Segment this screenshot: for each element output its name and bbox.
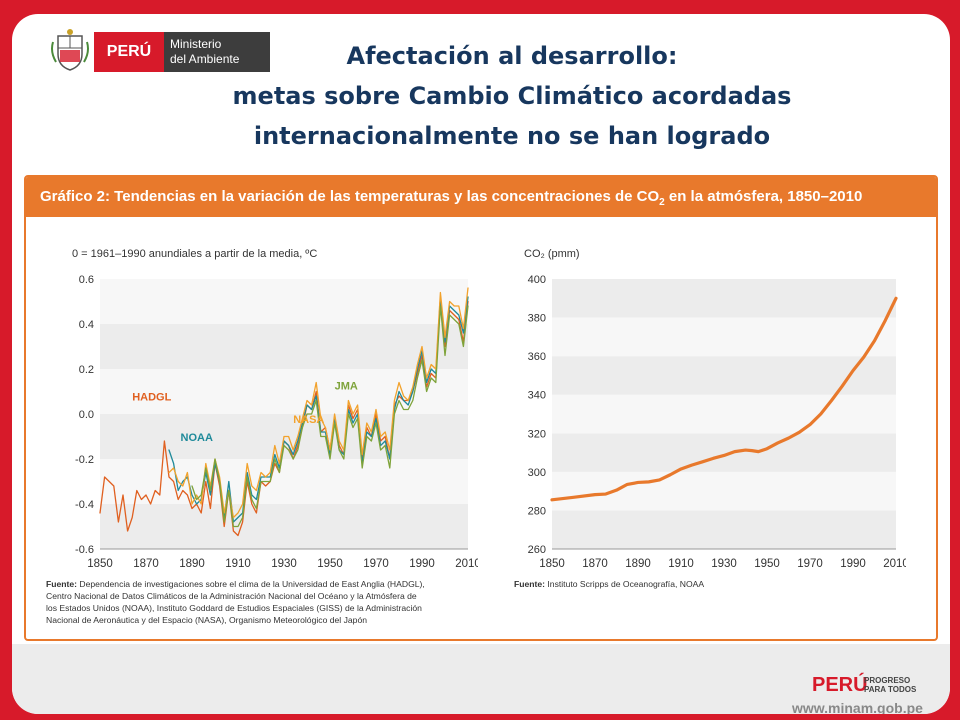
slide-title-line-2: metas sobre Cambio Climático acordadas (232, 82, 792, 110)
slide-title: Afectación al desarrollo: metas sobre Ca… (192, 36, 832, 156)
co2-x-tick-label: 1930 (711, 558, 737, 570)
logo-ministry-line-1: Ministerio (170, 37, 222, 51)
co2-y-tick-label: 400 (528, 274, 546, 286)
co2-series-co2 (550, 296, 898, 502)
temperature-y-tick-label: 0.2 (79, 364, 94, 376)
co2-x-tick-label: 1950 (754, 558, 780, 570)
temperature-source-label: Fuente: (46, 579, 78, 589)
co2-source-line-1: Instituto Scripps de Oceanografía, NOAA (547, 579, 705, 589)
temperature-annotation-noaa: NOAA (181, 432, 213, 444)
footer-brand-peru: PERÚ (812, 674, 868, 696)
co2-chart: CO₂ (pmm) 260 280 300 320 340 360 380 400 1850 187… (524, 248, 906, 570)
co2-x-tick-label: 2010 (883, 558, 906, 570)
ministry-logo: PERÚ Ministerio del Ambiente (42, 24, 272, 76)
temperature-y-tick-label: 0.6 (79, 274, 94, 286)
co2-y-tick-label: 360 (528, 351, 546, 363)
co2-x-tick-label: 1850 (539, 558, 565, 570)
temperature-y-axis-label: 0 = 1961–1990 anundiales a partir de la … (72, 248, 317, 260)
co2-y-tick-label: 260 (528, 544, 546, 556)
temperature-band (100, 369, 468, 414)
figure-title-subscript: 2 (659, 197, 665, 208)
co2-y-tick-label: 380 (528, 313, 546, 325)
temperature-x-tick-label: 1990 (409, 558, 435, 570)
temperature-source-line-4: Nacional de Aeronáutica y del Espacio (N… (46, 615, 368, 625)
co2-x-tick-label: 1910 (668, 558, 694, 570)
temperature-x-tick-label: 1970 (363, 558, 389, 570)
co2-band (552, 433, 896, 472)
footer-slogan-line-2: PARA TODOS (864, 685, 917, 694)
temperature-x-tick-label: 1930 (271, 558, 297, 570)
figure-title-main: Gráfico 2: Tendencias en la variación de… (40, 188, 660, 205)
temperature-series-nasa (168, 287, 469, 519)
figure-panel: Gráfico 2: Tendencias en la variación de… (24, 175, 938, 641)
co2-y-tick-label: 340 (528, 390, 546, 402)
temperature-series-jma (191, 305, 469, 528)
co2-band (552, 279, 896, 318)
co2-y-axis-label: CO₂ (pmm) (524, 248, 580, 260)
temperature-y-tick-label: -0.6 (75, 544, 94, 556)
co2-source-label: Fuente: (514, 579, 546, 589)
co2-x-tick-label: 1890 (625, 558, 651, 570)
temperature-chart: 0 = 1961–1990 anundiales a partir de la … (72, 248, 478, 570)
temperature-annotation-nasa: NASA (293, 414, 324, 426)
temperature-band (100, 279, 468, 324)
temperature-source-line-1: Dependencia de investigaciones sobre el … (79, 579, 425, 589)
temperature-source-line-2: Centro Nacional de Datos Climáticos de l… (46, 591, 417, 601)
co2-band (552, 471, 896, 511)
figure-title: Gráfico 2: Tendencias en la variación de… (40, 177, 862, 217)
footer-illustration-band (12, 644, 950, 714)
co2-y-tick-label: 320 (528, 428, 546, 440)
temperature-x-tick-label: 2010 (455, 558, 478, 570)
temperature-band (100, 459, 468, 504)
logo-ministry-line-2: del Ambiente (170, 52, 240, 66)
co2-x-tick-label: 1990 (840, 558, 866, 570)
footer-slogan: PROGRESO PARA TODOS (864, 676, 916, 694)
temperature-annotation-jma: JMA (335, 380, 358, 392)
coat-of-arms-icon (51, 29, 89, 71)
temperature-y-tick-label: 0.0 (79, 409, 94, 421)
temperature-x-tick-label: 1910 (225, 558, 251, 570)
temperature-source-line-3: los Estados Unidos (NOAA), Instituto God… (46, 603, 422, 613)
figure-header: Gráfico 2: Tendencias en la variación de… (26, 177, 936, 217)
footer-slogan-line-1: PROGRESO (864, 676, 911, 685)
co2-x-tick-label: 1870 (582, 558, 608, 570)
co2-band (552, 317, 896, 357)
temperature-y-tick-label: -0.4 (75, 499, 94, 511)
temperature-annotation-hadgl: HADGL (132, 392, 171, 404)
co2-x-tick-label: 1970 (797, 558, 823, 570)
footer-url: www.minam.gob.pe (792, 700, 923, 714)
temperature-x-tick-label: 1950 (317, 558, 343, 570)
figure-title-end: en la atmósfera, 1850–2010 (664, 188, 863, 205)
slide-title-line-3: internacionalmente no se han logrado (253, 122, 771, 150)
temperature-y-tick-label: 0.4 (79, 319, 94, 331)
temperature-x-tick-label: 1890 (179, 558, 205, 570)
temperature-x-tick-label: 1870 (133, 558, 159, 570)
temperature-x-tick-label: 1850 (87, 558, 113, 570)
temperature-source: Fuente: Dependencia de investigaciones s… (46, 578, 476, 626)
temperature-y-tick-label: -0.2 (75, 454, 94, 466)
logo-ministry: Ministerio del Ambiente (164, 32, 270, 72)
co2-source: Fuente: Instituto Scripps de Oceanografí… (514, 578, 914, 590)
co2-y-tick-label: 280 (528, 505, 546, 517)
co2-band (552, 394, 896, 434)
co2-y-tick-label: 300 (528, 467, 546, 479)
temperature-band (100, 324, 468, 369)
slide-title-line-1: Afectación al desarrollo: (346, 42, 678, 70)
logo-country: PERÚ (94, 32, 164, 72)
co2-band (552, 356, 896, 395)
temperature-band (100, 504, 468, 549)
co2-band (552, 510, 896, 549)
